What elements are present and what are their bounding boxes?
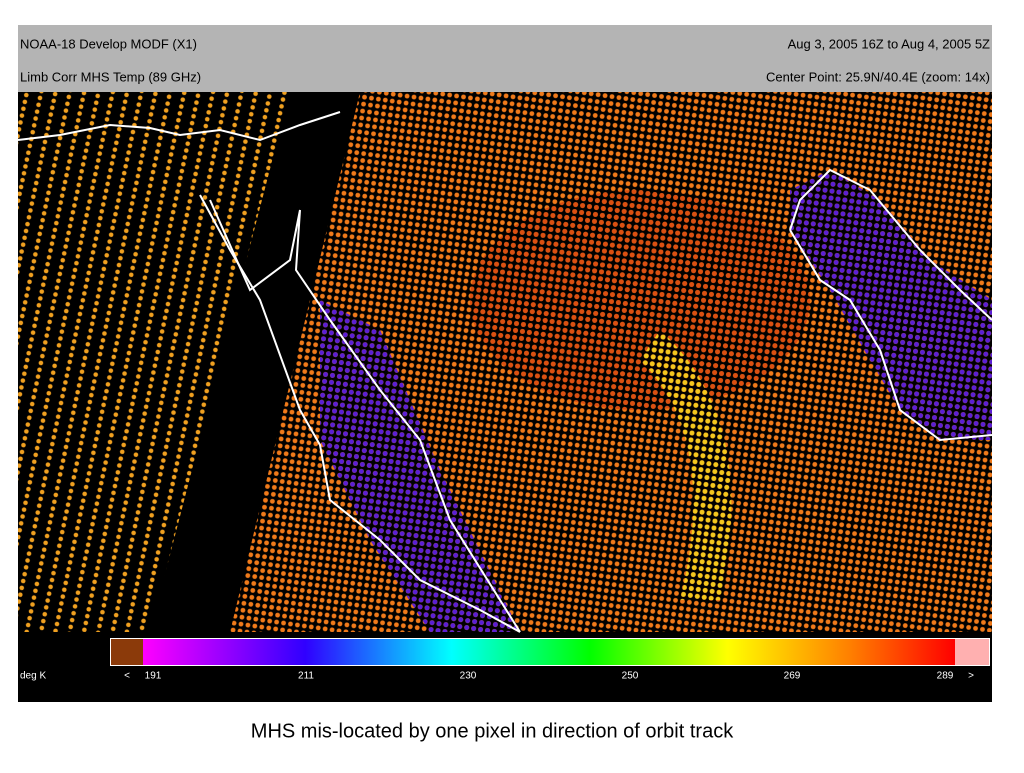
image (17, 92, 993, 702)
colorbar-over (955, 639, 989, 665)
title: NOAA-18 Develop MODF (X1) (20, 36, 197, 51)
header-bar (18, 25, 992, 92)
center-point: Center Point: 25.9N/40.4E (zoom: 14x) (766, 69, 990, 84)
time-range: Aug 3, 2005 16Z to Aug 4, 2005 5Z (788, 36, 990, 51)
caption: MHS mis-located by one pixel in directio… (251, 720, 734, 742)
colorbar-label: 250 (622, 671, 639, 682)
colorbar-under (111, 639, 143, 665)
colorbar-label: < (124, 671, 130, 682)
colorbar-label: 289 (937, 671, 954, 682)
colorbar (143, 639, 955, 665)
colorbar-label: > (968, 671, 974, 682)
colorbar-labels: <191 211 230 250 269 289 > (124, 671, 974, 682)
colorbar-label: 269 (784, 671, 801, 682)
product: Limb Corr MHS Temp (89 GHz) (20, 69, 201, 84)
colorbar-unit: deg K (20, 671, 46, 682)
colorbar-label: 191 (145, 671, 162, 682)
colorbar-label: 211 (298, 671, 314, 682)
colorbar-label: 230 (460, 671, 477, 682)
